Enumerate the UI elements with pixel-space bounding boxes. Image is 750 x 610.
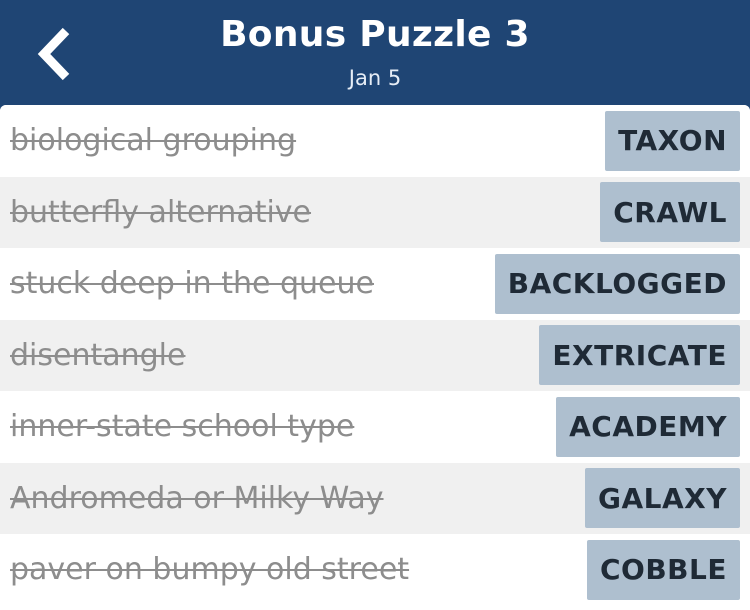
page-subtitle: Jan 5	[348, 66, 402, 90]
clue-row: stuck deep in the queue BACKLOGGED	[0, 248, 750, 320]
clue-row: butterfly alternative CRAWL	[0, 176, 750, 248]
clue-text: Andromeda or Milky Way	[10, 480, 384, 516]
clue-row: biological grouping TAXON	[0, 105, 750, 177]
clue-row: disentangle EXTRICATE	[0, 319, 750, 391]
clue-text: biological grouping	[10, 123, 297, 159]
clue-row: paver on bumpy old street COBBLE	[0, 534, 750, 606]
back-button[interactable]	[26, 22, 82, 86]
clue-row: inner-state school type ACADEMY	[0, 391, 750, 463]
answer-tile[interactable]: TAXON	[605, 110, 740, 171]
clue-text: disentangle	[10, 337, 186, 373]
clue-text: butterfly alternative	[10, 194, 312, 230]
chevron-left-icon	[37, 27, 70, 81]
clue-row: Andromeda or Milky Way GALAXY	[0, 462, 750, 534]
header-bar: Bonus Puzzle 3 Jan 5	[0, 0, 750, 105]
answer-tile[interactable]: EXTRICATE	[539, 325, 740, 386]
answer-tile[interactable]: CRAWL	[600, 182, 740, 243]
answer-tile[interactable]: GALAXY	[584, 468, 740, 529]
answer-tile[interactable]: BACKLOGGED	[494, 253, 740, 314]
answer-tile[interactable]: ACADEMY	[556, 396, 740, 457]
clue-text: paver on bumpy old street	[10, 552, 410, 588]
clue-text: stuck deep in the queue	[10, 266, 374, 302]
answer-tile[interactable]: COBBLE	[586, 539, 740, 600]
clue-text: inner-state school type	[10, 409, 355, 445]
clue-list: biological grouping TAXON butterfly alte…	[0, 105, 750, 610]
page-title: Bonus Puzzle 3	[220, 14, 530, 55]
